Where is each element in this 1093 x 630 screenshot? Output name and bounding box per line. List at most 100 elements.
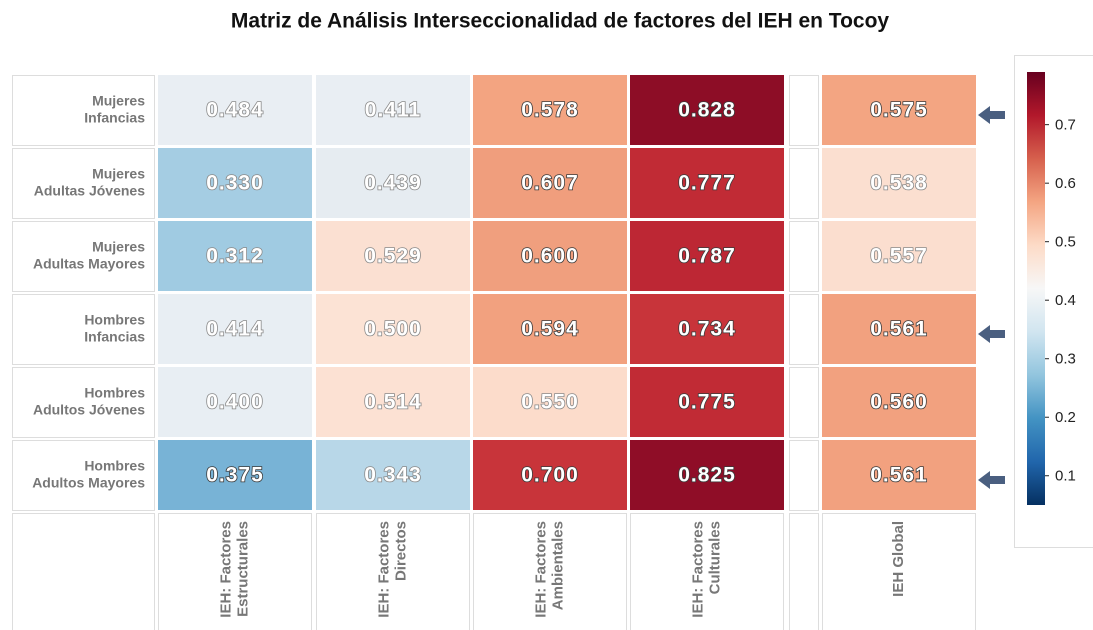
heatmap-cell: [473, 221, 627, 291]
row-label: Mujeres Adultas Mayores: [33, 238, 145, 271]
cell-value: 0.484: [206, 99, 264, 122]
cell-value: 0.550: [521, 391, 579, 414]
row-label-line: Adultas Jóvenes: [34, 182, 145, 198]
row-label-line: Adultos Jóvenes: [33, 401, 145, 417]
col-label: Estructurales: [234, 521, 251, 617]
heatmap-cell: [158, 294, 312, 364]
row-label-box: [12, 294, 155, 365]
heatmap-cell: [630, 294, 784, 364]
cell-value: 0.734: [678, 318, 736, 341]
row-label-line: Hombres: [84, 457, 145, 473]
row-label-line: Hombres: [84, 384, 145, 400]
cell-value: 0.500: [364, 318, 422, 341]
cell-value: 0.775: [678, 391, 736, 414]
row-label-line: Infancias: [84, 328, 145, 344]
heatmap-cell: [473, 75, 627, 145]
arrow: [978, 471, 1005, 489]
col-label: IEH: Factores: [375, 521, 392, 618]
heatmap-cell: [158, 440, 312, 510]
cell-value: 0.330: [206, 172, 264, 195]
row-label-box: [12, 221, 155, 292]
cell-value: 0.607: [521, 172, 579, 195]
col-label: Ambientales: [549, 521, 566, 610]
gap-box: [789, 367, 819, 438]
heatmap-cell: [822, 75, 976, 145]
heatmap-cell: [316, 367, 470, 437]
row-label-line: Mujeres: [92, 92, 145, 108]
heatmap-cell: [158, 148, 312, 218]
colorbar-tick-label: 0.6: [1055, 175, 1076, 192]
cell-value: 0.825: [678, 464, 736, 487]
gap-box: [789, 440, 819, 511]
row-label: Mujeres Infancias: [84, 92, 145, 125]
heatmap-cell: [473, 440, 627, 510]
cell-value: 0.312: [206, 245, 264, 268]
heatmap-cell: [630, 75, 784, 145]
arrows: [978, 106, 1005, 489]
cell-value: 0.529: [364, 245, 422, 268]
cell-value: 0.514: [364, 391, 422, 414]
heatmap-cell: [822, 294, 976, 364]
gap-box: [789, 148, 819, 219]
cell-value: 0.411: [365, 99, 421, 122]
row-label-line: Mujeres: [92, 238, 145, 254]
cell-value: 0.777: [678, 172, 736, 195]
heatmap-cell: [630, 367, 784, 437]
cell-value: 0.787: [678, 245, 736, 268]
row-label-box: [12, 75, 155, 146]
row-label: Mujeres Adultas Jóvenes: [34, 165, 145, 198]
cell-value: 0.400: [206, 391, 264, 414]
heatmap-cell: [473, 148, 627, 218]
cell-value: 0.538: [870, 172, 928, 195]
col-label-box: [473, 513, 627, 630]
cell-value: 0.561: [870, 318, 928, 341]
cell-value: 0.560: [870, 391, 928, 414]
gap-box: [789, 75, 819, 146]
gap-box: [789, 221, 819, 292]
heatmap-cell: [158, 75, 312, 145]
arrow: [978, 106, 1005, 124]
heatmap-cell: [316, 75, 470, 145]
colorbar-tick-label: 0.5: [1055, 234, 1076, 251]
gap-box: [789, 513, 819, 630]
colorbar-frame: [1014, 55, 1093, 548]
row-label: Hombres Adultos Jóvenes: [33, 384, 145, 417]
colorbar-tick-label: 0.4: [1055, 292, 1076, 309]
heatmap-cell: [630, 148, 784, 218]
gap-box: [789, 294, 819, 365]
heatmap-cell: [822, 367, 976, 437]
col-label: IEH: Factores: [217, 521, 234, 618]
col-label: IEH Global: [890, 521, 907, 597]
cell-value: 0.828: [678, 99, 736, 122]
cell-value: 0.575: [870, 99, 928, 122]
arrow: [978, 325, 1005, 343]
col-label-box: [822, 513, 976, 630]
cell-value: 0.557: [870, 245, 928, 268]
heatmap-cell: [316, 440, 470, 510]
cell-value: 0.594: [521, 318, 579, 341]
cell-value: 0.561: [870, 464, 928, 487]
cell-value: 0.578: [521, 99, 579, 122]
row-label-line: Adultos Mayores: [32, 474, 145, 490]
row-label-line: Mujeres: [92, 165, 145, 181]
row-label-box: [12, 440, 155, 511]
col-label: IEH: Factores: [532, 521, 549, 618]
heatmap-cell: [473, 294, 627, 364]
row-label-box: [12, 148, 155, 219]
cell-value: 0.375: [206, 464, 264, 487]
row-label-line: Adultas Mayores: [33, 255, 145, 271]
heatmap-cell: [158, 367, 312, 437]
row-label-box: [12, 367, 155, 438]
heatmap-cell: [473, 367, 627, 437]
cell-value: 0.343: [364, 464, 422, 487]
heatmap-cell: [316, 294, 470, 364]
heatmap-cell: [158, 221, 312, 291]
cell-value: 0.600: [521, 245, 579, 268]
col-label-box: [316, 513, 470, 630]
row-label: Hombres Infancias: [84, 311, 145, 344]
colorbar-tick-label: 0.1: [1055, 468, 1076, 485]
row-label-line: Hombres: [84, 311, 145, 327]
col-label-box: [158, 513, 312, 630]
heatmap-cell: [822, 221, 976, 291]
